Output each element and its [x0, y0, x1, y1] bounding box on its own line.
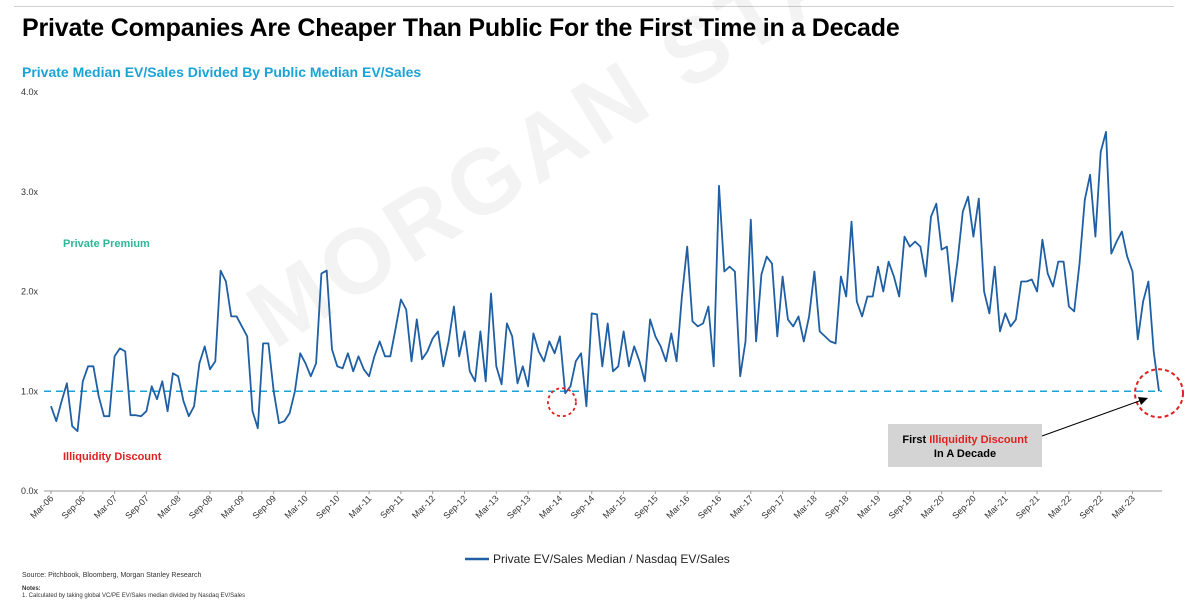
x-tick-label: Sep-19 — [887, 493, 915, 521]
highlight-circle-mar-23 — [1134, 368, 1184, 419]
x-tick-label: Sep-10 — [314, 493, 342, 521]
x-tick-label: Sep-15 — [632, 493, 660, 521]
highlight-circle-mar-14 — [547, 387, 577, 418]
x-tick-label: Mar-18 — [792, 493, 819, 520]
x-tick-label: Mar-07 — [92, 493, 119, 520]
y-axis: 0.0x 1.0x 2.0x 3.0x 4.0x — [21, 87, 39, 496]
callout-highlight: Illiquidity Discount — [929, 434, 1028, 446]
x-tick-label: Mar-11 — [347, 493, 374, 520]
callout-prefix: First — [902, 434, 929, 446]
x-tick-label: Mar-14 — [537, 493, 564, 520]
x-tick-label: Sep-21 — [1014, 493, 1042, 521]
x-tick-label: Sep-11 — [378, 493, 405, 520]
y-tick-label: 4.0x — [21, 87, 39, 97]
callout-arrowhead — [1138, 397, 1148, 405]
x-tick-label: Sep-12 — [441, 493, 469, 521]
x-tick-label: Mar-22 — [1046, 493, 1073, 520]
y-tick-label: 0.0x — [21, 486, 39, 496]
x-tick-label: Mar-12 — [410, 493, 437, 520]
legend-label: Private EV/Sales Median / Nasdaq EV/Sale… — [493, 552, 730, 566]
private-premium-label: Private Premium — [63, 238, 150, 250]
source-note: Source: Pitchbook, Bloomberg, Morgan Sta… — [22, 572, 202, 579]
x-tick-label: Mar-10 — [283, 493, 310, 520]
top-rule — [14, 6, 1174, 7]
x-tick-label: Mar-06 — [28, 493, 55, 520]
callout-box — [888, 424, 1042, 467]
y-tick-label: 3.0x — [21, 187, 39, 197]
x-tick-label: Sep-08 — [187, 493, 215, 521]
chart-subtitle: Private Median EV/Sales Divided By Publi… — [22, 64, 422, 80]
x-tick-label: Sep-09 — [250, 493, 278, 521]
x-tick-label: Sep-06 — [60, 493, 88, 521]
x-tick-label: Mar-13 — [474, 493, 501, 520]
x-tick-label: Sep-14 — [569, 493, 597, 521]
notes-text: 1. Calculated by taking global VC/PE EV/… — [22, 593, 246, 599]
x-tick-label: Mar-15 — [601, 493, 628, 520]
x-tick-label: Mar-20 — [919, 493, 946, 520]
x-tick-label: Sep-20 — [950, 493, 978, 521]
callout-line-2: In A Decade — [934, 448, 996, 460]
illiquidity-discount-label: Illiquidity Discount — [63, 451, 162, 463]
notes-heading: Notes: — [22, 586, 41, 592]
callout-line-1: First Illiquidity Discount — [902, 434, 1028, 446]
page-title: Private Companies Are Cheaper Than Publi… — [22, 14, 900, 42]
x-tick-label: Sep-22 — [1077, 493, 1105, 521]
x-tick-label: Sep-13 — [505, 493, 533, 521]
x-tick-label: Mar-17 — [728, 493, 755, 520]
x-tick-label: Sep-17 — [759, 493, 787, 521]
x-tick-label: Mar-19 — [855, 493, 882, 520]
callout-arrow — [1041, 399, 1143, 437]
x-tick-label: Mar-16 — [664, 493, 691, 520]
y-tick-label: 2.0x — [21, 287, 39, 297]
x-tick-label: Sep-07 — [123, 493, 151, 521]
x-axis: Mar-06 Sep-06 Mar-07 Sep-07 Mar-08 Sep-08 Mar-… — [28, 491, 1137, 521]
series-line-private-ev-sales — [50, 130, 1160, 433]
x-tick-label: Mar-23 — [1110, 493, 1137, 520]
x-tick-label: Mar-08 — [155, 493, 182, 520]
x-tick-label: Sep-18 — [823, 493, 851, 521]
x-tick-label: Mar-09 — [219, 493, 246, 520]
x-tick-label: Mar-21 — [982, 493, 1009, 520]
y-tick-label: 1.0x — [21, 386, 39, 396]
x-tick-label: Sep-16 — [696, 493, 724, 521]
